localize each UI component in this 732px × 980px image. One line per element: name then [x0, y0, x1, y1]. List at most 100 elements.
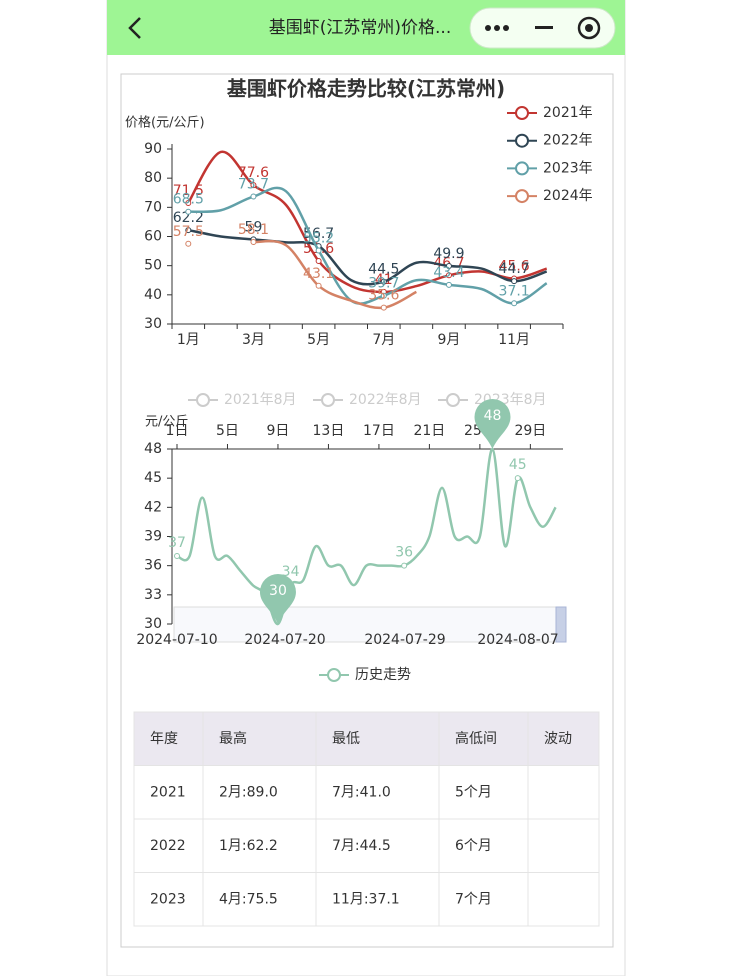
y-tick-label: 33 — [144, 587, 162, 603]
point — [250, 239, 257, 246]
data-label: 45.6 — [499, 259, 530, 275]
x-tick-label: 1月 — [177, 332, 200, 348]
series-line — [187, 150, 548, 294]
table-header-text: 年度 — [150, 731, 178, 747]
table-cell-text: 11月:37.1 — [332, 891, 400, 907]
point — [380, 278, 387, 285]
y-tick-label: 45 — [144, 470, 162, 486]
table-cell-text: 6个月 — [455, 838, 492, 854]
y-tick-label: 90 — [144, 141, 162, 157]
table-cell-text: 7月:41.0 — [332, 784, 391, 800]
data-label: 37 — [168, 535, 186, 551]
table-cell-text: 7个月 — [455, 891, 492, 907]
zoom-label: 2024-07-10 — [136, 632, 217, 648]
point — [315, 282, 322, 289]
point — [315, 247, 322, 254]
x-tick-label: 29日 — [514, 423, 546, 439]
data-label: 49.9 — [433, 246, 464, 262]
phone — [106, 0, 626, 977]
data-label: 43.4 — [433, 265, 464, 281]
x-tick-label: 11月 — [498, 332, 530, 348]
point — [445, 281, 452, 288]
x-tick-label: 7月 — [372, 332, 395, 348]
zoom-label: 2024-07-20 — [244, 632, 325, 648]
x-tick-label: 17日 — [363, 423, 395, 439]
table-header-text: 波动 — [544, 731, 572, 747]
nav-title: 基围虾(江苏常州)价格... — [269, 18, 451, 38]
minimize-button[interactable] — [535, 26, 553, 29]
y-tick-label: 39 — [144, 529, 162, 545]
point — [445, 262, 452, 269]
table-cell-text: 7月:44.5 — [332, 838, 391, 854]
point — [380, 292, 387, 299]
legend-icon — [321, 393, 335, 407]
table-cell-text: 2021 — [150, 784, 186, 800]
point — [185, 227, 192, 234]
y-tick-label: 70 — [144, 199, 162, 215]
more-button[interactable] — [485, 25, 509, 31]
data-label: 73.7 — [238, 177, 269, 193]
chart-title: 基围虾价格走势比较(江苏常州) — [227, 77, 505, 101]
data-label: 77.6 — [238, 165, 269, 181]
mark-pin — [259, 574, 296, 624]
y-tick-label: 48 — [144, 441, 162, 457]
x-tick-label: 9日 — [266, 423, 289, 439]
y-axis-title: 价格(元/公斤) — [125, 115, 205, 131]
data-label: 43.1 — [303, 266, 334, 282]
x-tick-label: 5日 — [216, 423, 239, 439]
mark-pin-label: 48 — [484, 408, 502, 424]
data-label: 68.5 — [173, 192, 204, 208]
x-tick-label: 13日 — [313, 423, 345, 439]
legend-icon — [515, 161, 529, 176]
table-header-text: 高低间 — [455, 730, 497, 747]
point — [445, 272, 452, 279]
legend-icon — [446, 393, 460, 407]
y-tick-label: 50 — [144, 258, 162, 274]
data-label: 44.5 — [368, 262, 399, 278]
data-label: 45 — [509, 457, 527, 473]
y-tick-label: 42 — [144, 499, 162, 515]
y-tick-label: 60 — [144, 229, 162, 245]
data-label: 36 — [395, 545, 413, 561]
data-label: 44.7 — [499, 261, 530, 277]
table-header-text: 最高 — [219, 730, 247, 747]
legend-label[interactable]: 2022年8月 — [349, 392, 422, 408]
data-label: 57.5 — [173, 224, 204, 240]
table-header-text: 最低 — [332, 731, 360, 747]
legend-icon — [327, 668, 341, 682]
card — [120, 73, 614, 948]
x-tick-label: 5月 — [307, 332, 330, 348]
legend-label: 2021年 — [543, 105, 593, 121]
table-cell-text: 5个月 — [455, 784, 492, 800]
point — [401, 562, 408, 569]
datazoom[interactable] — [173, 606, 557, 643]
table-cell-text: 2022 — [150, 838, 186, 854]
back-button[interactable] — [128, 17, 141, 39]
y-tick-label: 30 — [144, 616, 162, 632]
y-tick-label: 30 — [144, 316, 162, 332]
point — [250, 182, 257, 189]
legend-label: 2024年 — [543, 188, 593, 204]
data-label: 58.1 — [238, 222, 269, 238]
legend-label[interactable]: 2021年8月 — [224, 392, 297, 408]
table-cell — [527, 872, 600, 927]
legend-icon — [196, 393, 210, 407]
zoom-label: 2024-08-07 — [477, 632, 558, 648]
datazoom-handle[interactable] — [555, 606, 567, 643]
y-tick-label: 80 — [144, 170, 162, 186]
y-axis-title: 元/公斤 — [145, 415, 188, 430]
table-cell-text: 1月:62.2 — [219, 838, 278, 854]
point — [315, 258, 322, 264]
legend-icon — [515, 133, 529, 148]
point — [185, 240, 192, 247]
zoom-label: 2024-07-29 — [364, 632, 445, 648]
point — [514, 475, 521, 482]
legend-label: 2023年 — [543, 160, 593, 176]
legend-label: 历史走势 — [355, 667, 411, 683]
close-button[interactable] — [577, 16, 601, 40]
y-tick-label: 36 — [144, 558, 162, 574]
x-tick-label: 9月 — [437, 332, 460, 348]
table-cell-text: 4月:75.5 — [219, 891, 278, 907]
